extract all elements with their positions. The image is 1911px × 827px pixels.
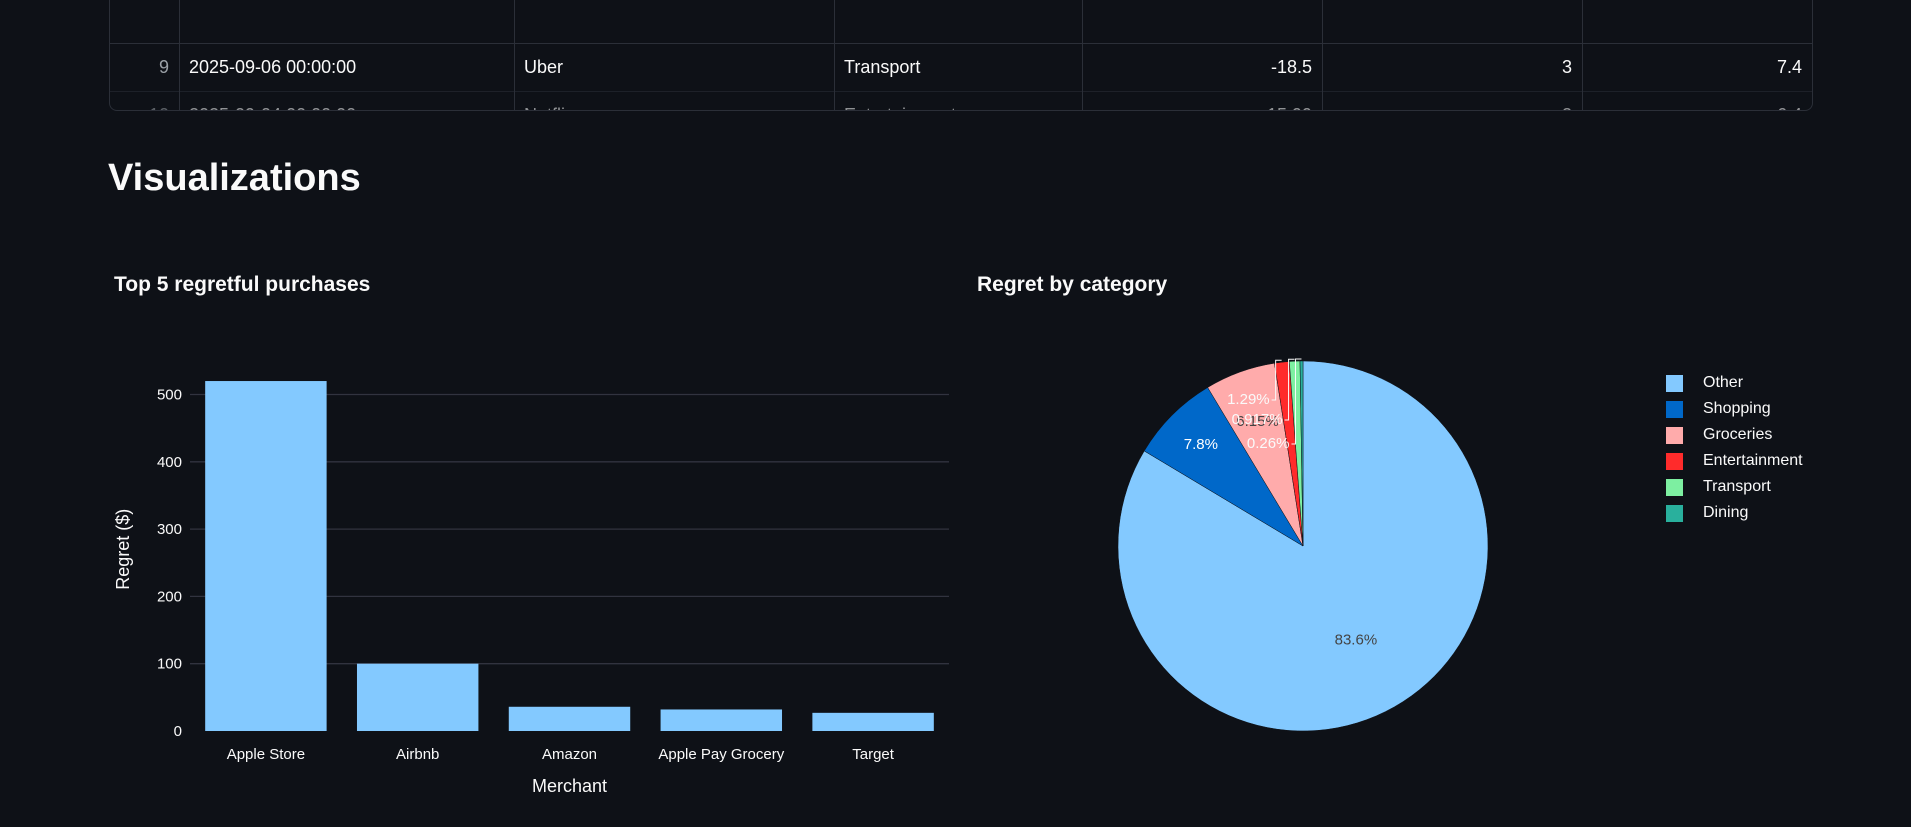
x-tick-label: Airbnb (396, 746, 439, 763)
bar-chart[interactable]: 0 100 200 300 400 500 Apple Store Airbnb Amazon A… (0, 327, 949, 827)
legend-label: Transport (1703, 478, 1771, 495)
legend-label: Shopping (1703, 400, 1771, 417)
data-table[interactable]: 9 2025-09-06 00:00:00 Uber Transport -18… (109, 0, 1813, 111)
row-index: 10 (110, 92, 179, 110)
legend-swatch (1666, 426, 1683, 444)
y-tick-label: 200 (157, 588, 182, 605)
y-tick-label: 100 (157, 656, 182, 673)
bar-airbnb[interactable] (356, 663, 479, 731)
legend-item-groceries[interactable]: Groceries (1666, 422, 1803, 448)
pie-leader-line (1271, 359, 1282, 401)
legend-label: Groceries (1703, 426, 1773, 443)
y-axis-label: Regret ($) (113, 509, 133, 590)
bar-target[interactable] (812, 712, 934, 731)
cell-value: 2 (1322, 92, 1582, 110)
pie-slice-label: 0.917% (1232, 411, 1283, 428)
legend-label: Entertainment (1703, 452, 1803, 469)
legend-swatch (1666, 504, 1683, 522)
table-row[interactable]: 9 2025-09-06 00:00:00 Uber Transport -18… (110, 43, 1812, 91)
legend-swatch (1666, 400, 1683, 418)
cell-date: 2025-09-06 00:00:00 (189, 57, 357, 77)
pie-slice-label: 1.29% (1227, 391, 1270, 408)
pie-slice-label: 7.8% (1184, 436, 1218, 453)
legend-label: Other (1703, 374, 1744, 391)
cell-value: 6.4 (1582, 92, 1812, 110)
row-index: 9 (158, 57, 169, 77)
pie-slice-label: 83.6% (1335, 631, 1378, 648)
section-title: Visualizations (108, 157, 361, 199)
bar-apple-pay-grocery[interactable] (660, 709, 783, 731)
table-col-divider (1582, 0, 1583, 110)
pie-chart[interactable]: 83.6% 7.8% 6.15% 1.29% 0.917% 0.26% (1050, 346, 1550, 766)
x-axis-label: Merchant (532, 776, 607, 796)
cell-amount: -18.5 (1270, 57, 1312, 77)
legend-item-transport[interactable]: Transport (1666, 474, 1803, 500)
pie-leader-line (1291, 358, 1302, 445)
cell-value: 7.4 (1776, 57, 1802, 77)
x-tick-label: Target (852, 746, 895, 763)
legend-item-dining[interactable]: Dining (1666, 500, 1803, 526)
pie-leader-line (1284, 358, 1295, 421)
x-tick-label: Apple Pay Grocery (658, 746, 784, 763)
cell-category: Transport (844, 57, 921, 77)
pie-chart-title: Regret by category (977, 273, 1168, 296)
legend-swatch (1666, 374, 1683, 392)
x-tick-label: Amazon (542, 746, 597, 763)
pie-slice-label: 6.15% (1236, 413, 1279, 430)
cell-value: 3 (1561, 57, 1572, 77)
legend-item-other[interactable]: Other (1666, 370, 1803, 396)
pie-slice-dining[interactable] (1299, 360, 1304, 547)
table-col-divider (514, 0, 515, 110)
cell-merchant: Netflix (514, 92, 834, 110)
bar-amazon[interactable] (508, 706, 631, 731)
table-col-divider (1082, 0, 1083, 110)
legend-swatch (1666, 478, 1683, 496)
bar-chart-title: Top 5 regretful purchases (114, 273, 371, 296)
cell-category: Entertainment (834, 92, 1082, 110)
table-row[interactable]: 10 2025-09-04 00:00:00 Netflix Entertain… (110, 91, 1812, 110)
legend-label: Dining (1703, 504, 1749, 521)
pie-slice-label: 0.26% (1247, 435, 1290, 452)
pie-legend[interactable]: Other Shopping Groceries Entertainment Trans… (1666, 370, 1803, 526)
y-tick-label: 300 (157, 521, 182, 538)
y-tick-label: 500 (157, 387, 182, 404)
table-col-divider (179, 0, 180, 110)
table-col-divider (834, 0, 835, 110)
y-tick-label: 400 (157, 454, 182, 471)
bar-apple-store[interactable] (205, 381, 327, 731)
cell-merchant: Uber (524, 57, 564, 77)
legend-swatch (1666, 452, 1683, 470)
x-tick-label: Apple Store (227, 746, 305, 763)
legend-item-entertainment[interactable]: Entertainment (1666, 448, 1803, 474)
y-tick-label: 0 (174, 723, 182, 740)
legend-item-shopping[interactable]: Shopping (1666, 396, 1803, 422)
table-col-divider (1322, 0, 1323, 110)
cell-date: 2025-09-04 00:00:00 (179, 92, 514, 110)
pie-slice-other[interactable] (1117, 360, 1489, 732)
cell-amount: -15.99 (1082, 92, 1322, 110)
